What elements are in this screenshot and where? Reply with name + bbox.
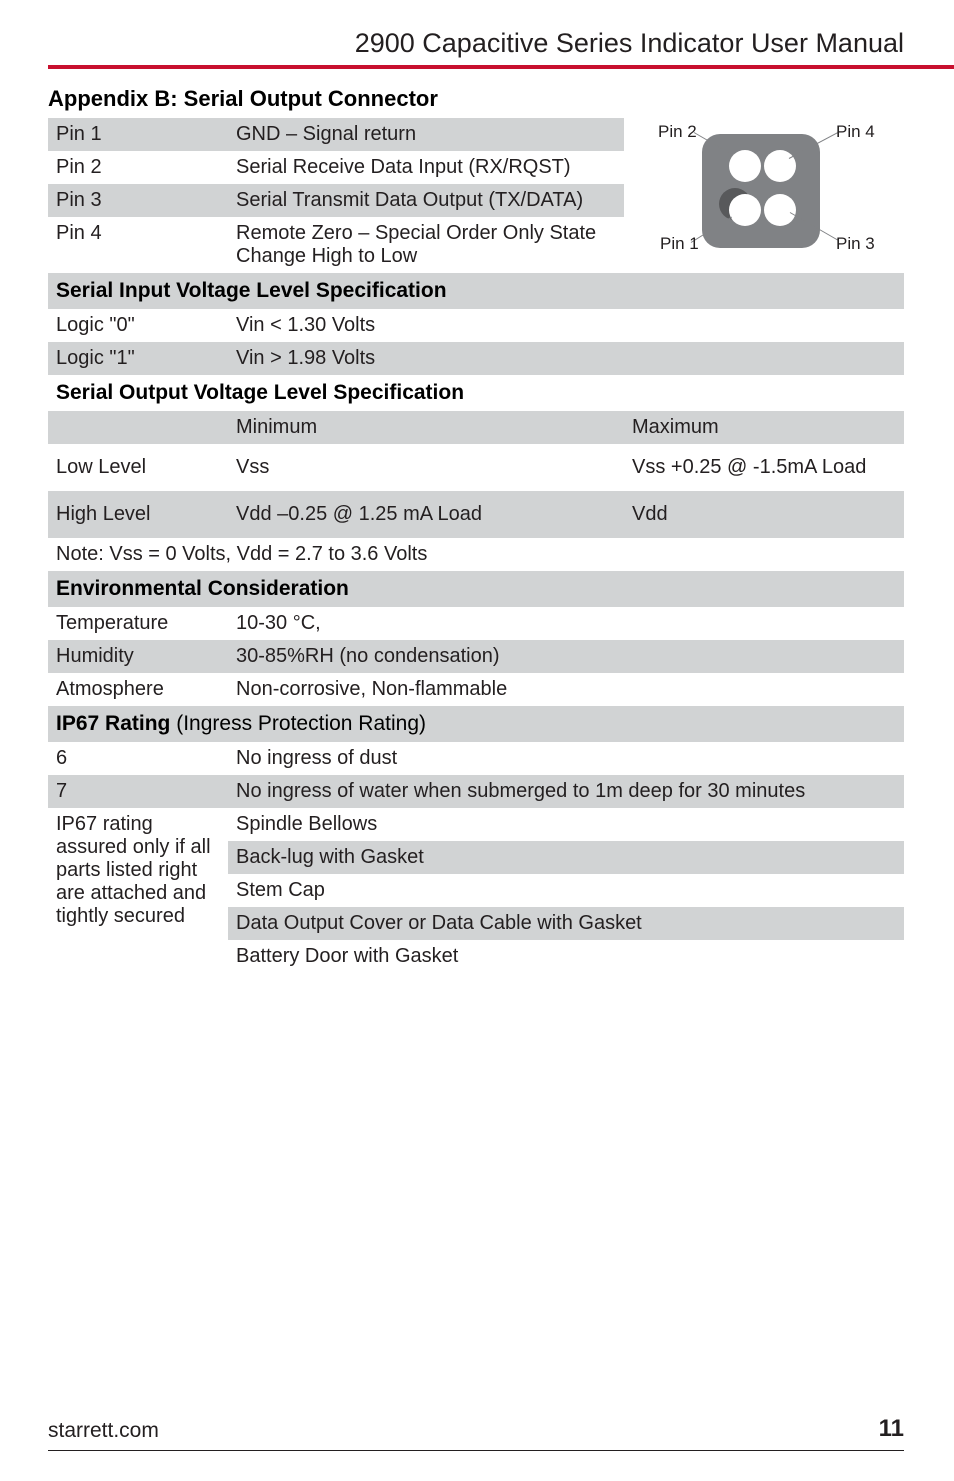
pin-hole xyxy=(729,150,761,182)
note-text: Note: Vss = 0 Volts, Vdd = 2.7 to 3.6 Vo… xyxy=(48,538,904,571)
connector-diagram-cell: Pin 2 Pin 4 Pin 1 Pin 3 xyxy=(624,118,904,273)
section-header: Environmental Consideration xyxy=(48,571,904,607)
section-header-row: Serial Input Voltage Level Specification xyxy=(48,273,904,309)
ip67-item: Data Output Cover or Data Cable with Gas… xyxy=(228,907,904,940)
appendix-title: Appendix B: Serial Output Connector xyxy=(48,86,904,112)
section-header: Serial Input Voltage Level Specification xyxy=(48,273,904,309)
level-max: Vss +0.25 @ -1.5mA Load xyxy=(624,444,904,491)
diagram-pin-label: Pin 3 xyxy=(836,234,875,254)
env-value: Non-corrosive, Non-flammable xyxy=(228,673,904,706)
table-row: Low Level Vss Vss +0.25 @ -1.5mA Load xyxy=(48,444,904,491)
table-row: High Level Vdd –0.25 @ 1.25 mA Load Vdd xyxy=(48,491,904,538)
pin-desc: Remote Zero – Special Order Only State C… xyxy=(228,217,624,273)
pin-desc: Serial Transmit Data Output (TX/DATA) xyxy=(228,184,624,217)
pin-hole xyxy=(729,194,761,226)
table-row: Minimum Maximum xyxy=(48,411,904,444)
level-max: Vdd xyxy=(624,491,904,538)
diagram-pin-label: Pin 4 xyxy=(836,122,875,142)
ip67-item: Back-lug with Gasket xyxy=(228,841,904,874)
env-label: Humidity xyxy=(48,640,228,673)
env-value: 30-85%RH (no condensation) xyxy=(228,640,904,673)
table-row: 6 No ingress of dust xyxy=(48,742,904,775)
empty-cell xyxy=(48,411,228,444)
diagram-pin-label: Pin 2 xyxy=(658,122,697,142)
level-label: High Level xyxy=(48,491,228,538)
pin-label: Pin 1 xyxy=(48,118,228,151)
spec-table: Pin 1 GND – Signal return Pin 2 Pin 4 xyxy=(48,118,904,973)
footer-page-number: 11 xyxy=(879,1415,904,1443)
column-header: Minimum xyxy=(228,411,624,444)
pin-hole xyxy=(764,150,796,182)
pin-label: Pin 3 xyxy=(48,184,228,217)
table-row: Pin 1 GND – Signal return Pin 2 Pin 4 xyxy=(48,118,904,151)
ip67-title-bold: IP67 Rating xyxy=(56,712,170,735)
ip-value: No ingress of dust xyxy=(228,742,904,775)
table-row: Atmosphere Non-corrosive, Non-flammable xyxy=(48,673,904,706)
ip67-item: Stem Cap xyxy=(228,874,904,907)
pin-desc: GND – Signal return xyxy=(228,118,624,151)
table-row: IP67 rating assured only if all parts li… xyxy=(48,808,904,841)
page-header: 2900 Capacitive Series Indicator User Ma… xyxy=(355,28,904,59)
ip67-title-normal: (Ingress Protection Rating) xyxy=(176,712,426,735)
table-row: Logic "1" Vin > 1.98 Volts xyxy=(48,342,904,375)
table-row: 7 No ingress of water when submerged to … xyxy=(48,775,904,808)
level-min: Vss xyxy=(228,444,624,491)
pin-hole xyxy=(764,194,796,226)
level-min: Vdd –0.25 @ 1.25 mA Load xyxy=(228,491,624,538)
connector-diagram: Pin 2 Pin 4 Pin 1 Pin 3 xyxy=(624,122,884,262)
section-header: Serial Output Voltage Level Specificatio… xyxy=(48,375,904,411)
footer-rule xyxy=(48,1450,904,1451)
logic-label: Logic "1" xyxy=(48,342,228,375)
ip-label: 6 xyxy=(48,742,228,775)
table-row: Temperature 10-30 °C, xyxy=(48,607,904,640)
pin-label: Pin 2 xyxy=(48,151,228,184)
section-header-row: Serial Output Voltage Level Specificatio… xyxy=(48,375,904,411)
page-footer: starrett.com 11 xyxy=(48,1415,904,1443)
column-header: Maximum xyxy=(624,411,904,444)
pin-label: Pin 4 xyxy=(48,217,228,273)
ip67-item: Battery Door with Gasket xyxy=(228,940,904,973)
table-row: Logic "0" Vin < 1.30 Volts xyxy=(48,309,904,342)
pin-desc: Serial Receive Data Input (RX/RQST) xyxy=(228,151,624,184)
table-row: Note: Vss = 0 Volts, Vdd = 2.7 to 3.6 Vo… xyxy=(48,538,904,571)
section-header-row: IP67 Rating (Ingress Protection Rating) xyxy=(48,706,904,742)
section-header: IP67 Rating (Ingress Protection Rating) xyxy=(48,706,904,742)
table-row: Humidity 30-85%RH (no condensation) xyxy=(48,640,904,673)
ip67-assured-label: IP67 rating assured only if all parts li… xyxy=(48,808,228,973)
ip67-item: Spindle Bellows xyxy=(228,808,904,841)
env-value: 10-30 °C, xyxy=(228,607,904,640)
level-label: Low Level xyxy=(48,444,228,491)
footer-url: starrett.com xyxy=(48,1419,159,1443)
logic-label: Logic "0" xyxy=(48,309,228,342)
ip-label: 7 xyxy=(48,775,228,808)
ip-value: No ingress of water when submerged to 1m… xyxy=(228,775,904,808)
env-label: Atmosphere xyxy=(48,673,228,706)
logic-value: Vin > 1.98 Volts xyxy=(228,342,904,375)
env-label: Temperature xyxy=(48,607,228,640)
section-header-row: Environmental Consideration xyxy=(48,571,904,607)
diagram-pin-label: Pin 1 xyxy=(660,234,699,254)
header-rule xyxy=(48,65,954,69)
main-content: Appendix B: Serial Output Connector Pin … xyxy=(48,86,904,973)
logic-value: Vin < 1.30 Volts xyxy=(228,309,904,342)
